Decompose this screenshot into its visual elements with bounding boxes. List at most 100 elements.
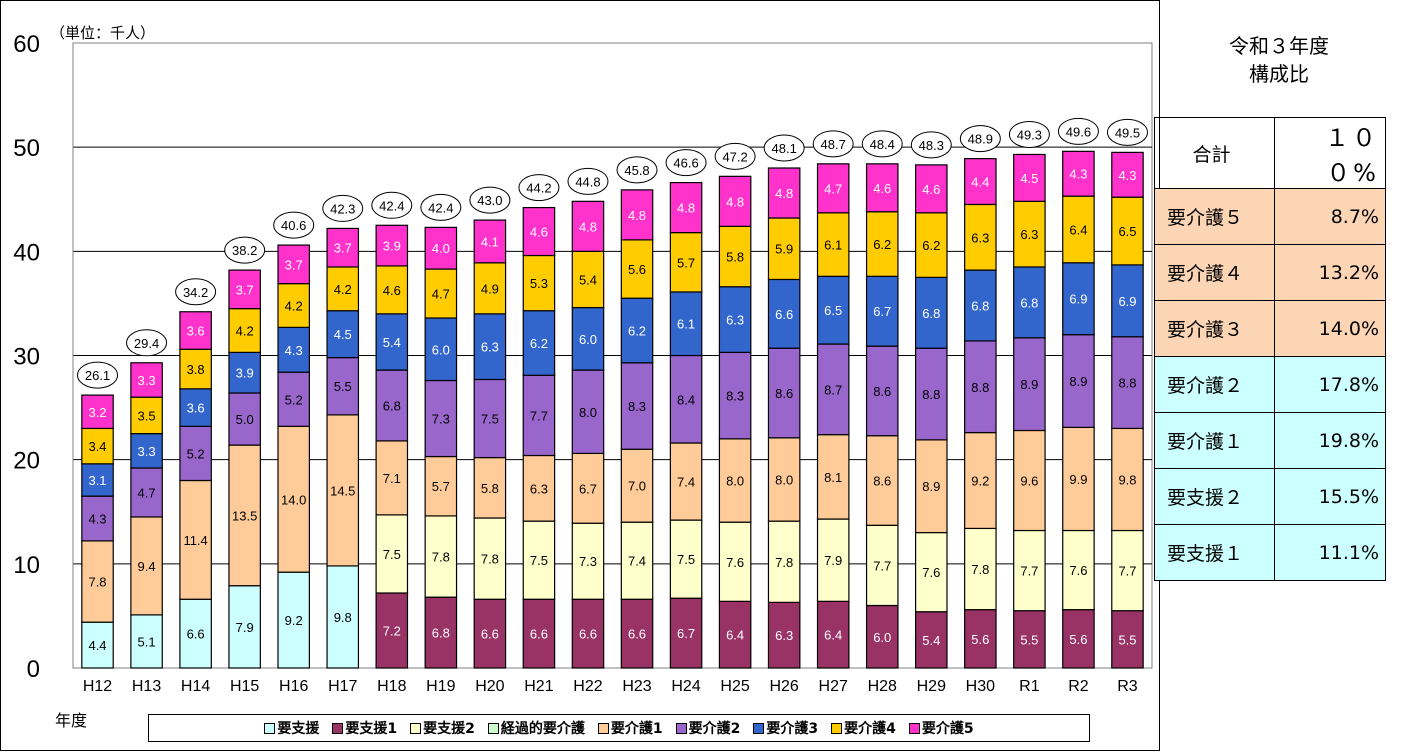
ratio-value: 17.8% — [1274, 356, 1386, 413]
segment-label: 4.3 — [88, 512, 106, 527]
bar-segment — [179, 479, 212, 600]
segment-label: 4.8 — [579, 219, 597, 234]
total-label: 43.0 — [477, 193, 502, 208]
total-label: 47.2 — [722, 149, 747, 164]
segment-label: 5.6 — [971, 632, 989, 647]
legend-item: 要介護4 — [831, 718, 896, 738]
segment-label: 7.9 — [236, 620, 254, 635]
segment-label: 7.7 — [1118, 564, 1136, 579]
ratio-value: 13.2% — [1274, 244, 1386, 301]
bar-segment — [767, 167, 801, 219]
segment-label: 6.2 — [873, 237, 891, 252]
total-ellipse — [812, 130, 854, 158]
ratio-label: 要支援２ — [1154, 468, 1275, 525]
x-tick-label: H13 — [132, 678, 161, 695]
bar-segment — [81, 540, 114, 623]
segment-label: 7.5 — [481, 412, 499, 427]
segment-label: 3.7 — [334, 241, 352, 256]
segment-label: 4.6 — [922, 182, 940, 197]
total-ellipse — [665, 149, 707, 177]
total-label: 48.3 — [919, 138, 944, 153]
ratio-value: 19.8% — [1274, 412, 1386, 469]
bar-segment — [375, 514, 409, 594]
legend: 要支援 要支援1 要支援2 経過的要介護 要介護1 要介護2 要介護3 要介護4 要介護5 — [148, 714, 1090, 742]
total-label: 48.1 — [772, 141, 797, 156]
total-label: 42.4 — [428, 200, 453, 215]
bar-segment — [865, 345, 899, 437]
segment-label: 7.6 — [1069, 563, 1087, 578]
x-tick-label: H21 — [524, 678, 553, 695]
segment-label: 3.7 — [285, 257, 303, 272]
bar-segment — [81, 463, 114, 497]
bar-segment — [964, 203, 997, 271]
total-ellipse — [518, 174, 560, 202]
bar-segment — [571, 306, 605, 371]
legend-swatch — [410, 722, 422, 734]
segment-label: 6.0 — [873, 630, 891, 645]
segment-label: 6.6 — [530, 627, 548, 642]
bar-segment — [816, 518, 850, 602]
segment-label: 6.8 — [922, 306, 940, 321]
x-tick-label: H14 — [181, 678, 210, 695]
segment-label: 5.6 — [628, 262, 646, 277]
segment-label: 6.4 — [1069, 222, 1087, 237]
bar-segment — [767, 601, 801, 669]
ratio-label: 要支援１ — [1154, 524, 1275, 581]
segment-label: 8.1 — [824, 470, 842, 485]
legend-swatch — [264, 722, 276, 734]
y-tick-label: 0 — [27, 656, 40, 683]
segment-label: 5.5 — [1118, 632, 1136, 647]
segment-label: 7.4 — [677, 475, 695, 490]
legend-label: 経過的要介護 — [500, 721, 585, 737]
segment-label: 6.8 — [1020, 295, 1038, 310]
bar-segment — [915, 611, 948, 669]
legend-swatch — [597, 722, 609, 734]
bar-segment — [326, 227, 360, 268]
bar-segment — [669, 519, 703, 599]
x-tick-label: H30 — [966, 678, 995, 695]
segment-label: 6.1 — [824, 238, 842, 253]
segment-label: 7.8 — [971, 562, 989, 577]
ratio-row: 要介護３ 14.0% — [1154, 300, 1386, 357]
segment-label: 4.3 — [1118, 168, 1136, 183]
bar-segment — [669, 231, 703, 293]
segment-label: 7.5 — [530, 553, 548, 568]
bar-segment — [816, 212, 850, 277]
bar-segment — [1013, 266, 1046, 339]
segment-label: 6.0 — [432, 342, 450, 357]
segment-label: 13.5 — [232, 508, 257, 523]
segment-label: 9.9 — [1069, 472, 1087, 487]
x-tick-label: H19 — [426, 678, 455, 695]
bar-segment — [1062, 195, 1095, 264]
total-ellipse — [714, 142, 756, 170]
segment-label: 7.8 — [481, 552, 499, 567]
segment-label: 8.8 — [971, 380, 989, 395]
total-label: 38.2 — [232, 243, 257, 258]
bar-segment — [228, 269, 261, 310]
segment-label: 4.5 — [1020, 171, 1038, 186]
segment-label: 6.6 — [481, 627, 499, 642]
bar-segment — [375, 265, 409, 315]
bar-segment — [964, 431, 997, 530]
segment-label: 3.9 — [236, 366, 254, 381]
total-ellipse — [371, 191, 413, 219]
segment-label: 4.6 — [530, 225, 548, 240]
ratio-row: 要支援２ 15.5% — [1154, 468, 1386, 525]
segment-label: 4.6 — [383, 283, 401, 298]
bar-segment — [179, 311, 212, 350]
legend-item: 経過的要介護 — [487, 718, 585, 738]
segment-label: 9.2 — [971, 474, 989, 489]
total-label: 40.6 — [281, 218, 306, 233]
ratio-row-total: 合計 １００% — [1154, 117, 1386, 189]
segment-label: 6.9 — [1069, 292, 1087, 307]
segment-label: 8.7 — [824, 382, 842, 397]
segment-label: 6.3 — [530, 481, 548, 496]
total-label: 26.1 — [85, 368, 110, 383]
x-tick-label: H17 — [328, 678, 357, 695]
total-ellipse — [567, 167, 609, 195]
segment-label: 7.8 — [88, 575, 106, 590]
segment-label: 5.4 — [922, 633, 940, 648]
segment-label: 4.3 — [285, 343, 303, 358]
bar-segment — [669, 291, 703, 357]
segment-label: 6.5 — [1118, 224, 1136, 239]
